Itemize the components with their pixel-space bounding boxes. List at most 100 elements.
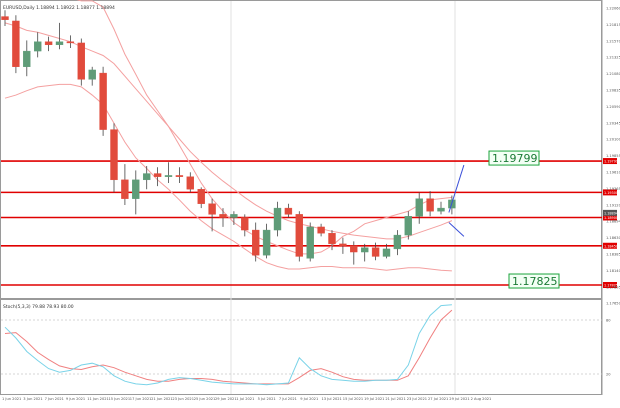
date-tick-label: 1 Jun 2021 xyxy=(2,397,21,401)
bearish-candle[interactable] xyxy=(426,198,434,212)
price-tick-label: 1.22060 xyxy=(606,7,620,11)
level-price-tag xyxy=(603,282,617,289)
bullish-candle[interactable] xyxy=(306,226,314,259)
bearish-candle[interactable] xyxy=(251,229,260,256)
bearish-candle[interactable] xyxy=(317,226,325,234)
price-tick-label: 1.18385 xyxy=(606,253,620,257)
price-tick-label: 1.21325 xyxy=(606,56,620,60)
bullish-candle[interactable] xyxy=(273,207,282,231)
date-tick-label: 23 Jul 2021 xyxy=(407,397,427,401)
bearish-candle[interactable] xyxy=(328,233,336,245)
bearish-candle[interactable] xyxy=(371,247,380,257)
price-tick-label: 1.20100 xyxy=(606,138,620,142)
bullish-candle[interactable] xyxy=(132,179,140,199)
stochastic-signal-line xyxy=(4,309,453,385)
lower-target-label: 1.17825 xyxy=(512,275,558,288)
bearish-candle[interactable] xyxy=(121,179,129,199)
price-tick-label: 1.21080 xyxy=(606,72,620,76)
bullish-candle[interactable] xyxy=(415,198,423,217)
bullish-candle[interactable] xyxy=(262,229,271,256)
date-axis: 1 Jun 2021 3 Jun 2021 7 Jun 2021 9 Jun 2021… xyxy=(2,397,491,401)
grid xyxy=(230,1,456,394)
bullish-candle[interactable] xyxy=(382,248,391,257)
price-tick-label: 1.21815 xyxy=(606,23,620,27)
bullish-candle[interactable] xyxy=(404,216,412,236)
price-tick-label: 1.19610 xyxy=(606,171,620,175)
oscillator-info-text: Stoch(5,3,3) 79.88 78.93 80.00 xyxy=(3,304,74,310)
bearish-candle[interactable] xyxy=(284,207,293,215)
lower-target-label-box xyxy=(508,273,560,289)
bearish-candle[interactable] xyxy=(110,129,118,181)
bearish-candle[interactable] xyxy=(77,42,86,80)
date-tick-label: 25 Jun 2021 xyxy=(194,397,216,401)
bollinger-lower-line xyxy=(4,83,452,272)
bullish-candle[interactable] xyxy=(164,175,173,177)
bullish-candle[interactable] xyxy=(142,173,151,181)
price-axis: 1.22060 1.21815 1.21570 1.21325 1.21080 1.208… xyxy=(606,7,620,306)
price-tick-label: 1.21570 xyxy=(606,39,620,43)
date-tick-label: 1 Jul 2021 xyxy=(236,397,254,401)
date-tick-label: 15 Jun 2021 xyxy=(109,397,131,401)
upper-target-label-box xyxy=(488,150,540,166)
price-tick-label: 1.19120 xyxy=(606,203,620,207)
bearish-candle[interactable] xyxy=(12,20,20,67)
date-tick-label: 23 Jun 2021 xyxy=(172,397,194,401)
bullish-candle[interactable] xyxy=(34,41,42,52)
bearish-candle[interactable] xyxy=(197,189,205,204)
level-price-tag xyxy=(603,242,617,249)
price-tick-label: 1.17650 xyxy=(606,302,620,306)
date-tick-label: 21 Jun 2021 xyxy=(151,397,173,401)
price-tick-label: 1.20835 xyxy=(606,89,620,93)
bullish-candle[interactable] xyxy=(393,234,402,250)
bullish-candle[interactable] xyxy=(361,247,369,253)
bearish-candle[interactable] xyxy=(66,41,75,44)
date-tick-label: 9 Jul 2021 xyxy=(300,397,318,401)
date-tick-label: 5 Jul 2021 xyxy=(258,397,276,401)
price-tick-label: 1.20345 xyxy=(606,121,620,125)
price-tick-label: 1.18140 xyxy=(606,269,620,273)
price-tick-label: 1.20590 xyxy=(606,105,620,109)
date-tick-label: 11 Jun 2021 xyxy=(87,397,109,401)
oscillator-tick-label: 80 xyxy=(606,319,611,323)
level-price-tag xyxy=(603,158,617,165)
level-price-tag-text: 1.17825 xyxy=(604,284,618,288)
date-tick-label: 13 Jul 2021 xyxy=(322,397,342,401)
date-tick-label: 21 Jul 2021 xyxy=(385,397,405,401)
bullish-candle[interactable] xyxy=(55,41,64,46)
date-tick-label: 3 Jun 2021 xyxy=(23,397,42,401)
price-tick-label: 1.19855 xyxy=(606,154,620,158)
bearish-candle[interactable] xyxy=(295,214,303,257)
upper-target-label: 1.19799 xyxy=(492,152,538,165)
bearish-candle[interactable] xyxy=(153,173,162,177)
bullish-candle[interactable] xyxy=(23,50,31,67)
stochastic-oscillator: 80 20 xyxy=(1,304,611,386)
bearish-candle[interactable] xyxy=(186,176,195,190)
oscillator-pane-frame xyxy=(0,299,602,395)
candles[interactable] xyxy=(1,10,456,265)
bullish-candle[interactable] xyxy=(230,214,238,218)
bearish-candle[interactable] xyxy=(1,16,9,20)
date-tick-label: 29 Jul 2021 xyxy=(449,397,469,401)
bearish-candle[interactable] xyxy=(219,214,227,218)
bearish-candle[interactable] xyxy=(99,72,107,130)
horizontal-levels[interactable]: 1.19799 1.19300 1.18900 1.18450 1.17825 1.188… xyxy=(1,158,618,289)
date-tick-label: 15 Jul 2021 xyxy=(343,397,363,401)
date-tick-label: 9 Jun 2021 xyxy=(66,397,85,401)
bearish-candle[interactable] xyxy=(208,203,216,215)
bearish-candle[interactable] xyxy=(175,175,184,177)
bollinger-upper-line xyxy=(76,0,452,255)
level-price-tag-text: 1.18900 xyxy=(604,216,618,220)
date-tick-label: 27 Jul 2021 xyxy=(428,397,448,401)
bearish-candle[interactable] xyxy=(350,245,358,253)
bullish-candle[interactable] xyxy=(437,207,445,212)
bearish-candle[interactable] xyxy=(339,243,347,246)
annotations: 1.19799 1.17825 xyxy=(448,150,560,289)
bearish-candle[interactable] xyxy=(44,41,53,46)
bearish-candle[interactable] xyxy=(241,217,249,231)
bollinger-bands xyxy=(4,0,453,272)
price-tick-label: 1.18630 xyxy=(606,236,620,240)
bollinger-middle-line xyxy=(4,22,453,240)
bullish-candle[interactable] xyxy=(88,69,96,80)
